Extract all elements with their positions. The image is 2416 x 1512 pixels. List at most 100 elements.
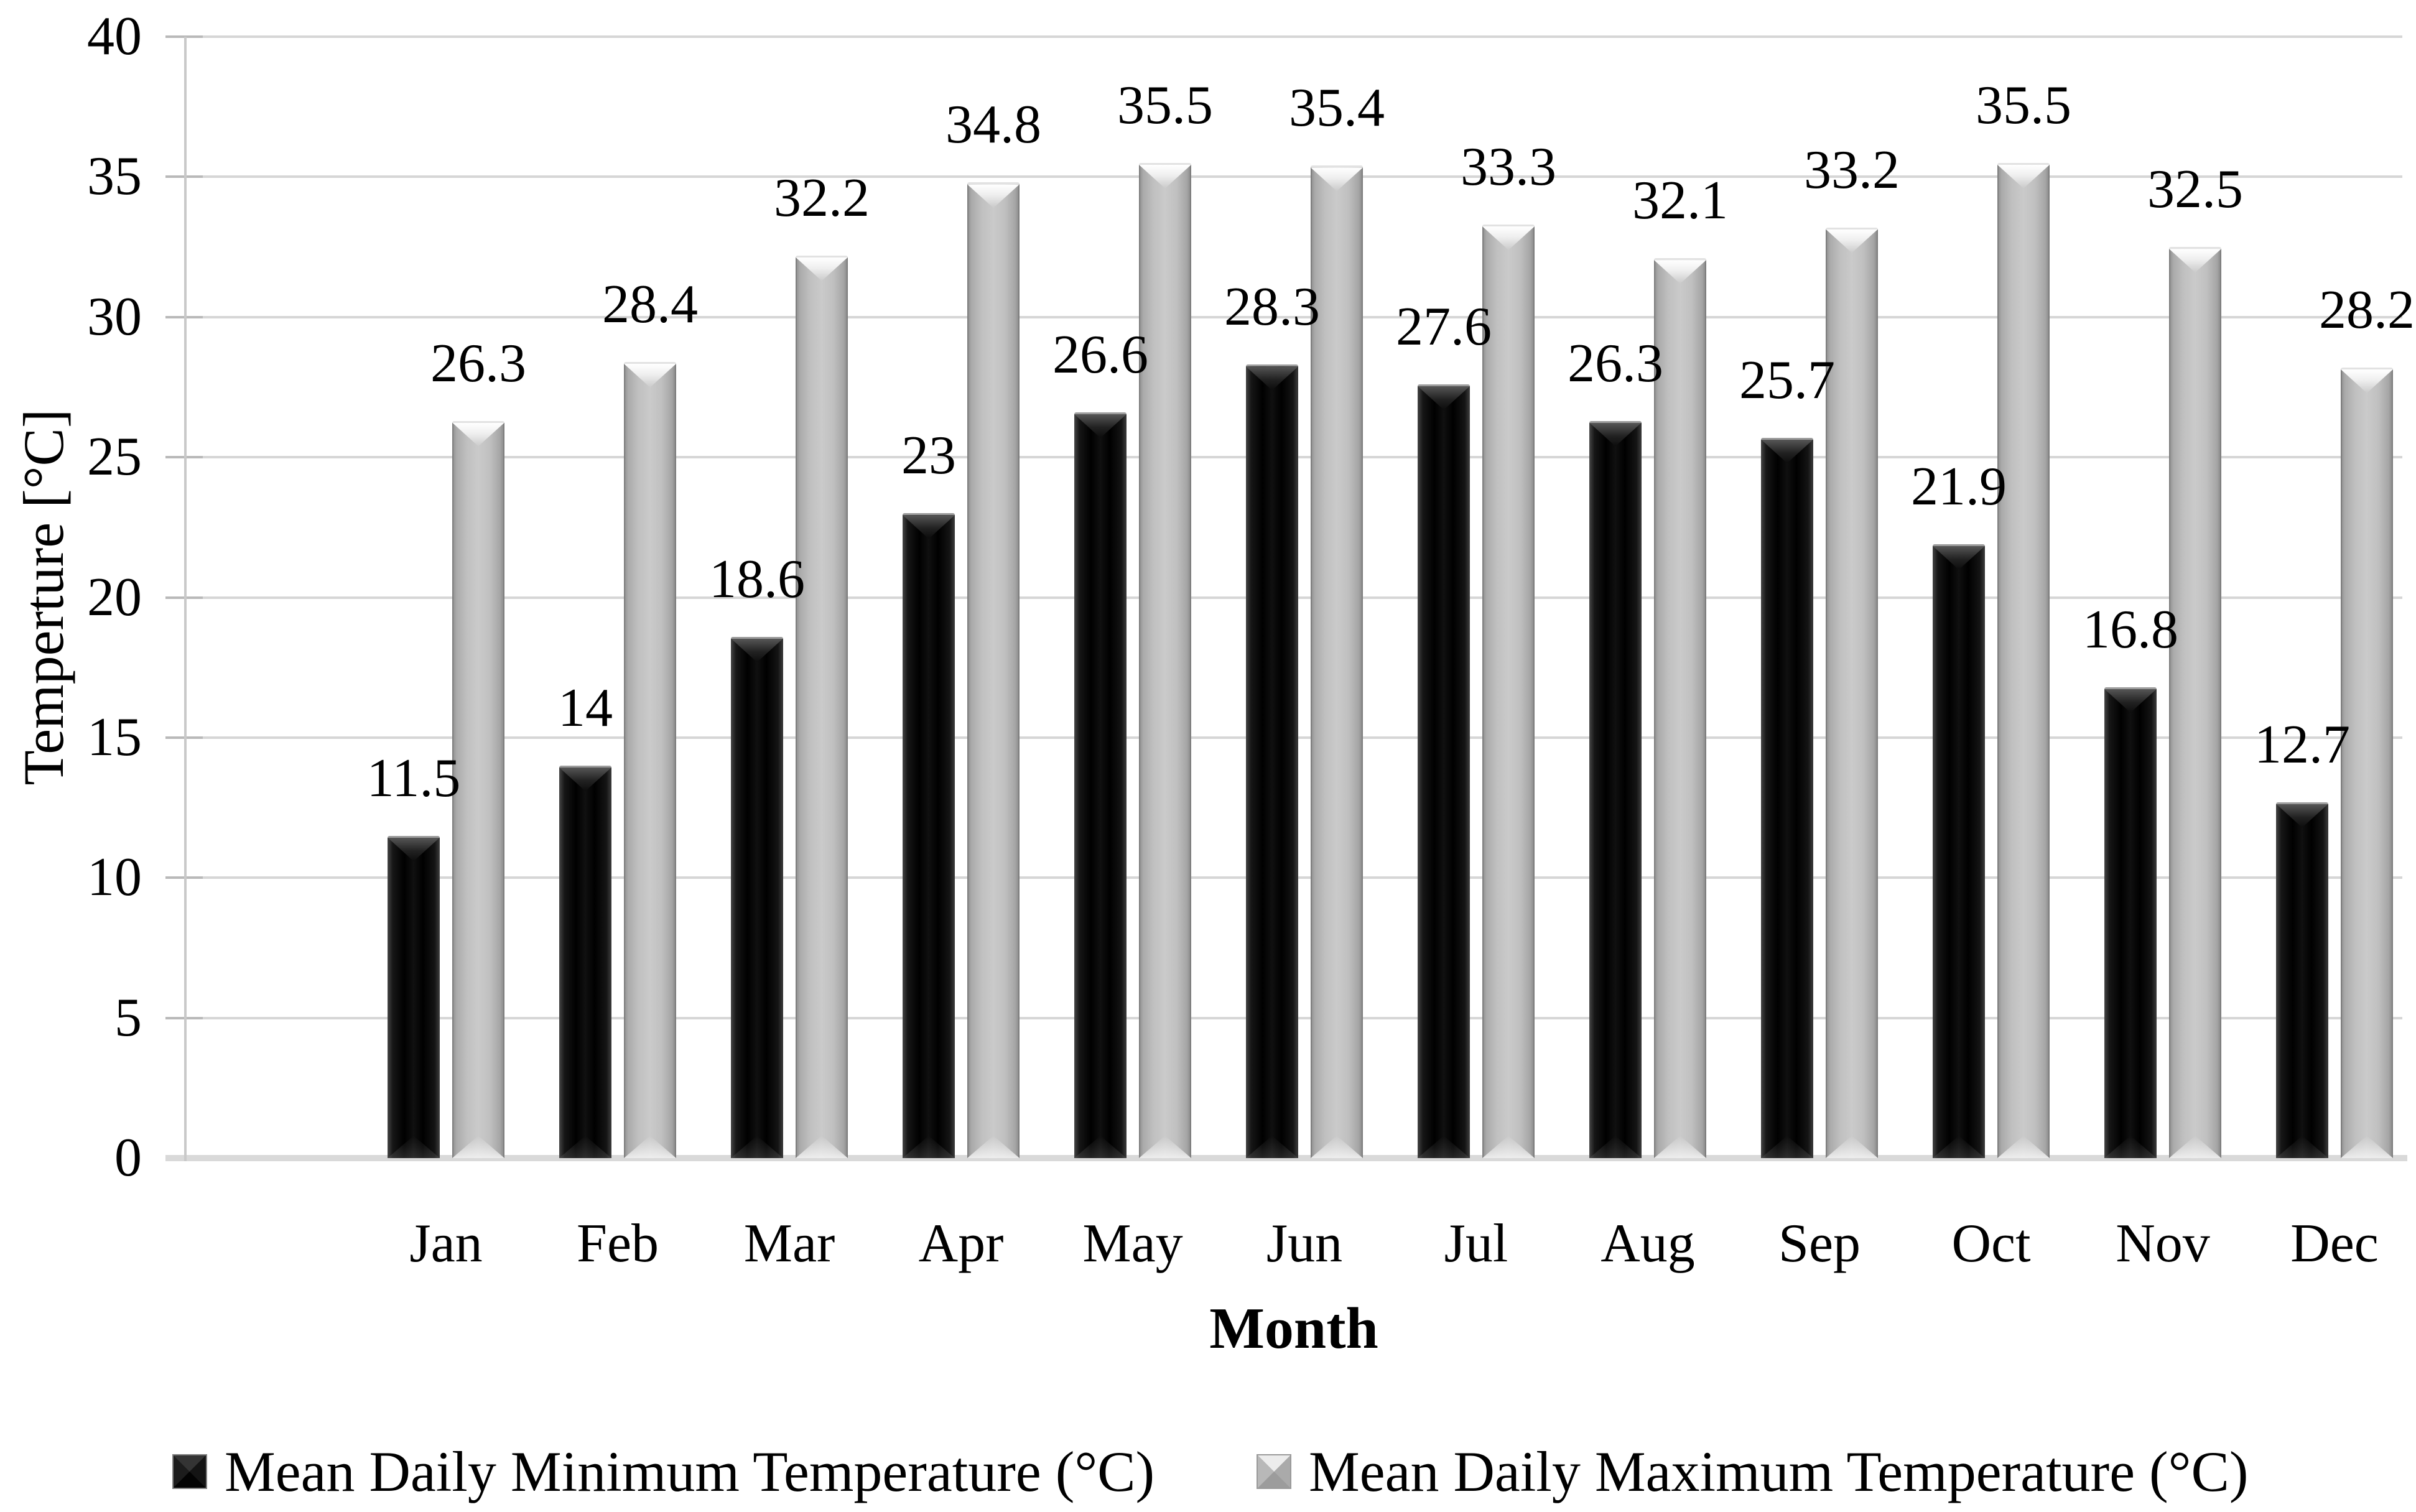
bar-max-apr <box>967 182 1020 1158</box>
x-tick-label-oct: Oct <box>1951 1213 2031 1274</box>
y-tick-label: 0 <box>114 1128 142 1188</box>
bar-min-sep <box>1761 437 1813 1158</box>
bar-bottom-bevel <box>559 1135 611 1158</box>
bar-bottom-bevel <box>2341 1135 2393 1158</box>
x-tick-label-may: May <box>1082 1213 1183 1274</box>
bar-bottom-bevel <box>2104 1135 2157 1158</box>
value-label-max-jun: 35.4 <box>1289 78 1385 139</box>
value-label-min-apr: 23 <box>901 425 956 486</box>
bar-bottom-bevel <box>967 1135 1020 1158</box>
value-label-min-jun: 28.3 <box>1224 277 1320 338</box>
bar-top-bevel <box>624 363 676 387</box>
bar-top-bevel <box>1589 422 1642 447</box>
bar-top-bevel <box>1761 439 1813 463</box>
bar-top-bevel <box>731 638 783 662</box>
bar-bottom-bevel <box>1074 1135 1127 1158</box>
legend-swatch-max-icon <box>1257 1454 1291 1489</box>
bar-min-jun <box>1246 364 1298 1158</box>
bar-bottom-bevel <box>1933 1135 1985 1158</box>
x-tick-label-aug: Aug <box>1601 1213 1695 1274</box>
y-tick-label: 15 <box>87 707 142 768</box>
y-tick-label: 30 <box>87 286 142 347</box>
bar-max-oct <box>1997 162 2050 1158</box>
bar-top-bevel <box>1482 226 1535 250</box>
x-tick-label-dec: Dec <box>2290 1213 2379 1274</box>
bar-min-may <box>1074 412 1127 1158</box>
x-tick-label-sep: Sep <box>1778 1213 1861 1274</box>
bar-min-apr <box>903 513 955 1158</box>
value-label-max-apr: 34.8 <box>945 95 1041 155</box>
x-tick-label-apr: Apr <box>918 1213 1004 1274</box>
x-tick-label-jan: Jan <box>409 1213 483 1274</box>
bar-bottom-bevel <box>1826 1135 1878 1158</box>
bar-top-bevel <box>1418 386 1470 410</box>
value-label-min-may: 26.6 <box>1052 325 1148 385</box>
bar-top-bevel <box>1074 414 1127 438</box>
bar-bottom-bevel <box>731 1135 783 1158</box>
value-label-max-oct: 35.5 <box>1976 75 2071 136</box>
bar-max-mar <box>796 255 848 1158</box>
value-label-max-may: 35.5 <box>1117 75 1213 136</box>
bar-bottom-bevel <box>1761 1135 1813 1158</box>
y-tick-label: 35 <box>87 146 142 207</box>
x-tick-label-jul: Jul <box>1444 1213 1508 1274</box>
bar-top-bevel <box>2341 369 2393 393</box>
y-tick-label: 10 <box>87 847 142 908</box>
bar-top-bevel <box>452 422 504 447</box>
x-tick-label-mar: Mar <box>743 1213 835 1274</box>
bar-bottom-bevel <box>1589 1135 1642 1158</box>
x-axis-title: Month <box>1209 1296 1378 1361</box>
bar-max-dec <box>2341 367 2393 1158</box>
bar-top-bevel <box>388 837 440 861</box>
bar-top-bevel <box>1997 164 2050 188</box>
y-tick-label: 20 <box>87 567 142 628</box>
value-label-min-mar: 18.6 <box>709 549 805 610</box>
bar-bottom-bevel <box>1246 1135 1298 1158</box>
bar-min-jul <box>1418 384 1470 1158</box>
value-label-min-aug: 26.3 <box>1568 333 1663 394</box>
legend-label-max: Mean Daily Maximum Temperature (°C) <box>1309 1440 2249 1503</box>
bar-top-bevel <box>2276 804 2328 828</box>
bar-bottom-bevel <box>452 1135 504 1158</box>
gridline <box>185 35 2402 38</box>
bar-max-jun <box>1311 165 1363 1158</box>
bar-min-oct <box>1933 544 1985 1158</box>
value-label-min-nov: 16.8 <box>2083 599 2178 660</box>
bar-bottom-bevel <box>796 1135 848 1158</box>
legend-item-max: Mean Daily Maximum Temperature (°C) <box>1257 1440 2248 1503</box>
bar-min-jan <box>388 835 440 1158</box>
value-label-max-jan: 26.3 <box>430 333 526 394</box>
bar-top-bevel <box>2104 689 2157 713</box>
gridline <box>185 175 2402 179</box>
bar-top-bevel <box>1933 545 1985 570</box>
y-tick-label: 40 <box>87 6 142 67</box>
value-label-max-dec: 28.2 <box>2319 279 2415 340</box>
bar-top-bevel <box>1826 229 1878 253</box>
bar-max-jul <box>1482 225 1535 1158</box>
bar-top-bevel <box>1139 164 1191 188</box>
bar-top-bevel <box>2169 249 2221 273</box>
bar-min-aug <box>1589 420 1642 1158</box>
bar-max-jan <box>452 420 504 1158</box>
bar-top-bevel <box>1311 167 1363 192</box>
x-tick-label-jun: Jun <box>1266 1213 1343 1274</box>
x-tick-label-feb: Feb <box>577 1213 659 1274</box>
bar-bottom-bevel <box>1311 1135 1363 1158</box>
bar-bottom-bevel <box>1654 1135 1706 1158</box>
value-label-min-dec: 12.7 <box>2254 714 2350 775</box>
value-label-max-nov: 32.5 <box>2147 159 2243 220</box>
bar-bottom-bevel <box>1418 1135 1470 1158</box>
value-label-min-sep: 25.7 <box>1739 350 1835 410</box>
value-label-min-jul: 27.6 <box>1396 296 1492 357</box>
bar-bottom-bevel <box>2169 1136 2221 1158</box>
bar-min-dec <box>2276 802 2328 1158</box>
value-label-min-oct: 21.9 <box>1911 456 2007 517</box>
value-label-max-aug: 32.1 <box>1632 170 1728 231</box>
bar-top-bevel <box>967 184 1020 208</box>
y-tick-label: 5 <box>114 987 142 1048</box>
bar-min-feb <box>559 765 611 1158</box>
value-label-min-feb: 14 <box>558 677 613 738</box>
bar-bottom-bevel <box>903 1135 955 1158</box>
y-axis-line <box>184 37 187 1161</box>
